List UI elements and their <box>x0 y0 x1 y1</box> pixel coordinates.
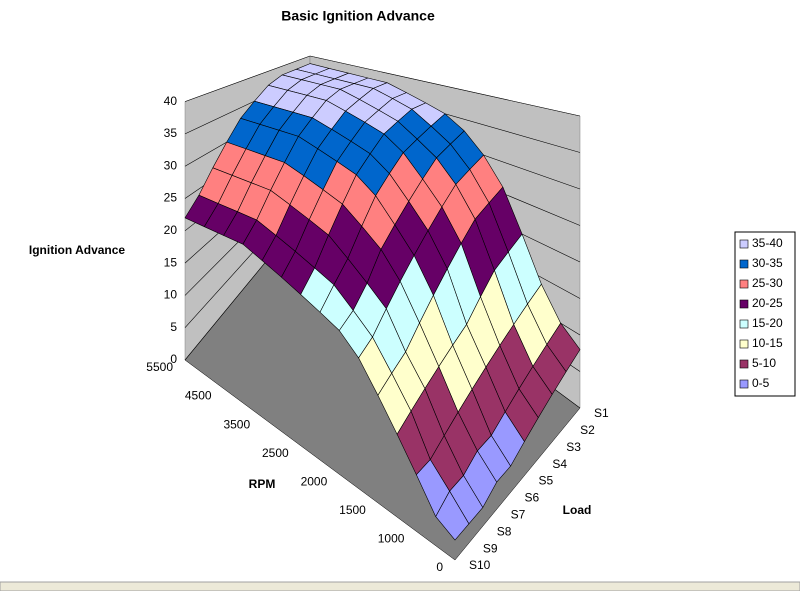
x-axis-title: RPM <box>249 477 276 491</box>
y-tick-label: S10 <box>469 558 491 572</box>
y-tick-label: S3 <box>566 440 581 454</box>
y-tick-label: S2 <box>580 423 595 437</box>
z-tick-label: 10 <box>164 288 178 302</box>
z-tick-label: 0 <box>170 352 177 366</box>
legend-label: 10-15 <box>752 336 783 350</box>
x-tick-label: 4500 <box>185 389 212 403</box>
surface-cell <box>435 490 470 541</box>
legend-label: 5-10 <box>752 356 776 370</box>
legend-swatch <box>739 379 749 389</box>
y-tick-label: S1 <box>594 406 609 420</box>
legend-label: 30-35 <box>752 256 783 270</box>
grid-line <box>184 55 581 117</box>
legend-swatch <box>739 299 749 309</box>
y-tick-label: S5 <box>538 474 553 488</box>
x-tick-label: 2000 <box>301 474 328 488</box>
legend-swatch <box>739 359 749 369</box>
y-tick-label: S8 <box>497 524 512 538</box>
y-tick-label: S4 <box>552 457 567 471</box>
legend-label: 25-30 <box>752 276 783 290</box>
y-tick-label: S9 <box>483 541 498 555</box>
legend-swatch <box>739 279 749 289</box>
x-tick-label: 1000 <box>378 532 405 546</box>
z-tick-label: 15 <box>164 255 178 269</box>
legend-box <box>734 231 796 397</box>
legend-label: 20-25 <box>752 296 783 310</box>
z-tick-label: 5 <box>170 320 177 334</box>
z-tick-label: 20 <box>164 223 178 237</box>
scrollbar <box>0 581 800 591</box>
legend-swatch <box>739 239 749 249</box>
legend-swatch <box>739 339 749 349</box>
legend-label: 0-5 <box>752 376 770 390</box>
z-tick-label: 30 <box>164 158 178 172</box>
legend-label: 15-20 <box>752 316 783 330</box>
chart-title: Basic Ignition Advance <box>281 8 435 24</box>
z-tick-label: 25 <box>164 191 178 205</box>
z-tick-label: 35 <box>164 126 178 140</box>
z-axis-title: Ignition Advance <box>29 243 126 257</box>
legend-swatch <box>739 319 749 329</box>
y-tick-label: S6 <box>525 491 540 505</box>
y-axis-title: Load <box>563 503 592 517</box>
x-tick-label: 5500 <box>146 360 173 374</box>
z-tick-label: 40 <box>164 94 178 108</box>
legend-label: 35-40 <box>752 236 783 250</box>
x-tick-label: 3500 <box>223 417 250 431</box>
x-tick-label: 0 <box>436 560 443 574</box>
legend-swatch <box>739 259 749 269</box>
x-tick-label: 1500 <box>339 503 366 517</box>
y-tick-label: S7 <box>511 508 526 522</box>
x-tick-label: 2500 <box>262 446 289 460</box>
